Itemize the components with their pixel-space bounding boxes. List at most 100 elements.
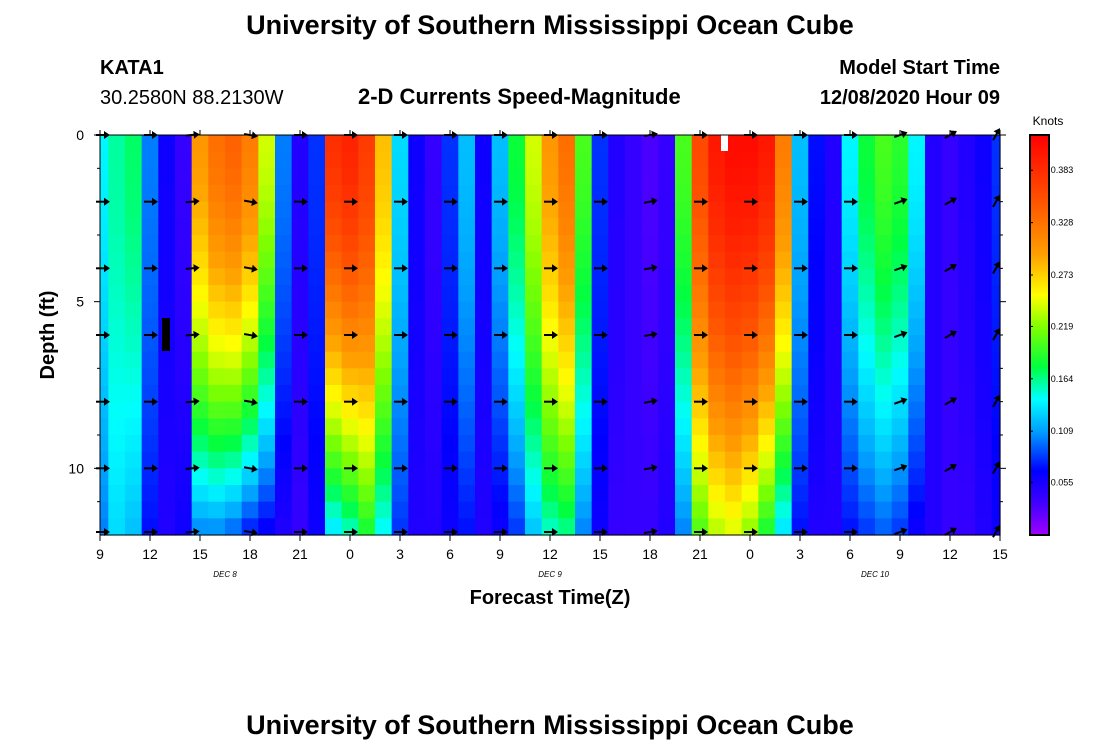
heatmap-cell (341, 235, 359, 253)
heatmap-cell (658, 135, 676, 153)
heatmap-cell (475, 385, 493, 403)
heatmap-cell (391, 318, 409, 336)
heatmap-cell (991, 468, 1001, 486)
heatmap-cell (208, 151, 226, 169)
current-vector (144, 197, 158, 206)
heatmap-cell (975, 501, 993, 519)
colorbar-tick-label: 0.328 (1051, 218, 1074, 228)
heatmap-cell (191, 168, 209, 186)
heatmap-cell (925, 201, 943, 219)
current-vector (844, 528, 858, 536)
heatmap-cell (758, 501, 776, 519)
heatmap-cell (275, 285, 293, 303)
heatmap-cell (575, 301, 593, 319)
heatmap-cell (358, 401, 376, 419)
heatmap-cell (441, 301, 459, 319)
heatmap-cell (641, 485, 659, 503)
heatmap-cell (508, 318, 526, 336)
x-tick-label: 9 (96, 546, 104, 562)
heatmap-cell (725, 518, 743, 536)
heatmap-cell (741, 335, 759, 353)
heatmap-cell (458, 135, 476, 153)
heatmap-cell (591, 268, 609, 286)
heatmap-cell (608, 435, 626, 453)
heatmap-cell (258, 168, 276, 186)
heatmap-cell (858, 285, 876, 303)
heatmap-cell (758, 368, 776, 386)
heatmap-cell (108, 235, 126, 253)
heatmap-cell (841, 468, 859, 486)
heatmap-cell (341, 301, 359, 319)
heatmap-cell (225, 285, 243, 303)
heatmap-cell (208, 285, 226, 303)
heatmap-cell (458, 418, 476, 436)
heatmap-cell (141, 485, 159, 503)
heatmap-cell (341, 218, 359, 236)
heatmap-cell (825, 368, 843, 386)
heatmap-cell (191, 485, 209, 503)
heatmap-cell (341, 485, 359, 503)
heatmap-cell (875, 435, 893, 453)
current-vector (144, 464, 158, 473)
heatmap-cell (525, 168, 543, 186)
heatmap-cell (891, 418, 909, 436)
current-vector (894, 263, 908, 272)
heatmap-cell (808, 451, 826, 469)
heatmap-cell (958, 218, 976, 236)
heatmap-cell (100, 451, 109, 469)
current-vector (992, 194, 1001, 208)
heatmap-cell (608, 451, 626, 469)
heatmap-cell (608, 151, 626, 169)
heatmap-cell (141, 168, 159, 186)
heatmap-cell (641, 151, 659, 169)
heatmap-cell (658, 401, 676, 419)
heatmap-cell (691, 368, 709, 386)
current-vector (544, 331, 558, 339)
heatmap-cell (875, 185, 893, 203)
heatmap-cell (125, 435, 143, 453)
heatmap-cell (925, 335, 943, 353)
heatmap-cell (941, 368, 959, 386)
heatmap-cell (675, 201, 693, 219)
heatmap-cell (241, 151, 259, 169)
heatmap-cell (641, 168, 659, 186)
heatmap-cell (375, 268, 393, 286)
heatmap-cell (158, 251, 176, 269)
current-vectors (96, 128, 1001, 538)
heatmap-cell (275, 301, 293, 319)
heatmap-cell (275, 501, 293, 519)
heatmap-cell (408, 518, 426, 536)
heatmap-cell (475, 351, 493, 369)
current-vector (643, 264, 658, 272)
heatmap-cell (458, 168, 476, 186)
heatmap-cell (675, 168, 693, 186)
current-vector (992, 461, 1001, 474)
heatmap-cell (641, 435, 659, 453)
heatmap-cell (575, 435, 593, 453)
current-vector (394, 331, 408, 339)
heatmap-cell (408, 135, 426, 153)
heatmap-cell (291, 351, 309, 369)
heatmap-cell (541, 368, 559, 386)
heatmap-cell (675, 335, 693, 353)
heatmap-cell (208, 435, 226, 453)
heatmap-cell (991, 518, 1001, 536)
heatmap-cell (191, 201, 209, 219)
heatmap-cell (208, 418, 226, 436)
heatmap-cell (541, 351, 559, 369)
heatmap-cell (925, 318, 943, 336)
heatmap-cell (541, 168, 559, 186)
heatmap-cell (808, 185, 826, 203)
current-vector (243, 398, 258, 406)
current-vector (294, 464, 308, 473)
heatmap-cell (208, 518, 226, 536)
heatmap-cell (741, 468, 759, 486)
heatmap-cell (758, 485, 776, 503)
heatmap-cell (708, 435, 726, 453)
heatmap-cell (475, 268, 493, 286)
heatmap-cell (241, 385, 259, 403)
heatmap-cell (408, 268, 426, 286)
heatmap-cell (225, 451, 243, 469)
heatmap-cell (741, 435, 759, 453)
heatmap-cell (141, 251, 159, 269)
